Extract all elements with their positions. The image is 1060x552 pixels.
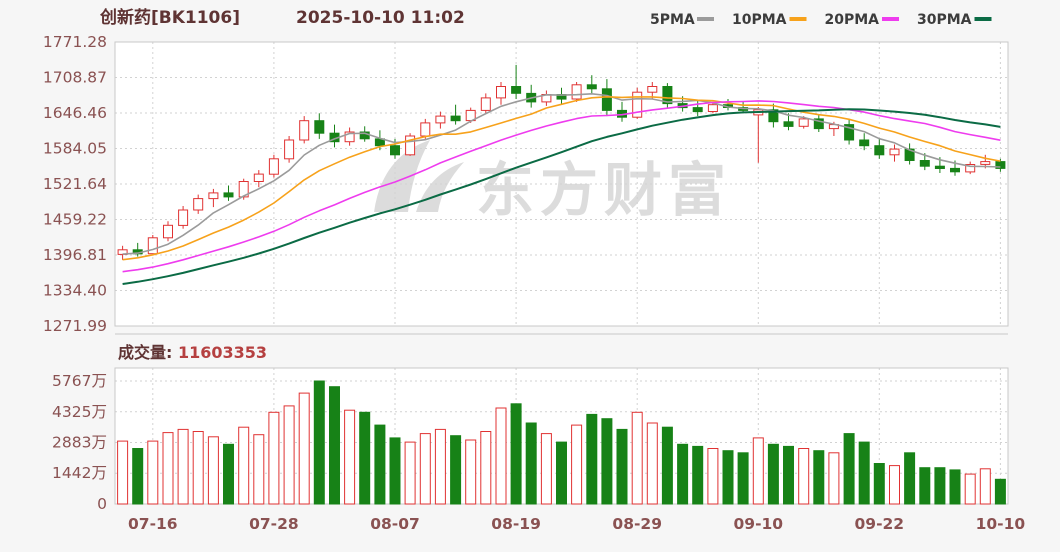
svg-text:10-10: 10-10: [976, 515, 1026, 533]
svg-text:2883万: 2883万: [52, 434, 107, 452]
ma-legend: 5PMA 10PMA 20PMA 30PMA: [650, 12, 992, 28]
volume-value: 11603353: [178, 343, 267, 362]
svg-text:4325万: 4325万: [52, 403, 107, 421]
chart-title: 创新药[BK1106]: [99, 7, 240, 28]
legend-swatch-30pma: [974, 17, 992, 21]
legend-swatch-20pma: [882, 17, 899, 21]
volume-bars: [117, 380, 1006, 505]
svg-text:09-22: 09-22: [855, 515, 905, 533]
svg-text:07-28: 07-28: [249, 515, 299, 533]
svg-text:0: 0: [97, 495, 107, 513]
svg-text:1459.22: 1459.22: [43, 211, 107, 229]
legend-label-30pma: 30PMA: [917, 12, 972, 28]
svg-text:08-07: 08-07: [370, 515, 420, 533]
legend-label-10pma: 10PMA: [732, 12, 787, 28]
legend-label-20pma: 20PMA: [825, 12, 880, 28]
svg-text:1396.81: 1396.81: [43, 246, 107, 264]
svg-text:5767万: 5767万: [52, 372, 107, 390]
eastmoney-watermark: 东方财富: [374, 140, 732, 224]
svg-text:1271.99: 1271.99: [43, 317, 107, 335]
svg-text:08-29: 08-29: [612, 515, 662, 533]
svg-text:1442万: 1442万: [52, 464, 107, 482]
svg-text:1708.87: 1708.87: [43, 69, 107, 87]
ma-lines: [122, 93, 1001, 285]
eastmoney-logo-icon: [374, 140, 430, 212]
svg-text:1646.46: 1646.46: [43, 104, 107, 122]
svg-text:08-19: 08-19: [491, 515, 541, 533]
volume-label: 成交量:: [118, 343, 172, 362]
svg-text:09-10: 09-10: [734, 515, 784, 533]
legend-swatch-5pma: [697, 17, 714, 21]
svg-text:07-16: 07-16: [128, 515, 178, 533]
svg-text:1584.05: 1584.05: [43, 140, 107, 158]
svg-text:1771.28: 1771.28: [43, 33, 107, 51]
svg-text:1521.64: 1521.64: [43, 175, 107, 193]
watermark-text: 东方财富: [476, 156, 732, 224]
chart-datetime: 2025-10-10 11:02: [296, 8, 465, 28]
svg-text:1334.40: 1334.40: [43, 282, 107, 300]
legend-swatch-10pma: [789, 17, 807, 21]
legend-label-5pma: 5PMA: [650, 12, 695, 28]
